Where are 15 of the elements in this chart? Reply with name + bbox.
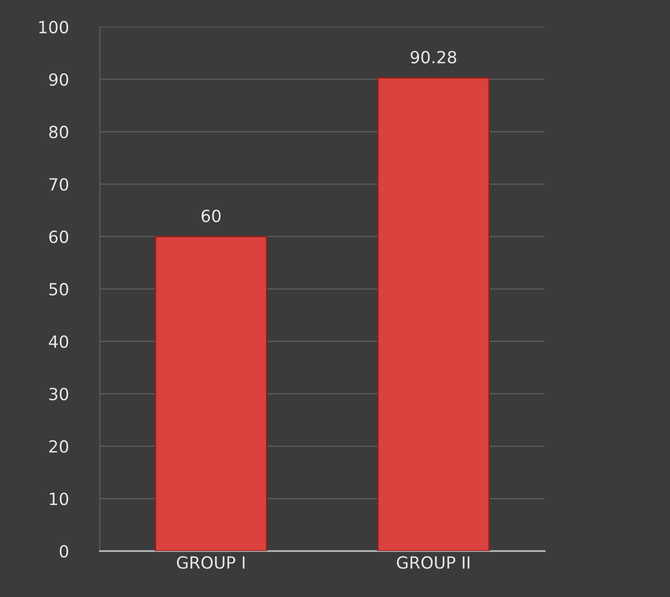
data-label: 60 <box>202 210 221 222</box>
y-tick-label: 20 <box>49 440 68 453</box>
y-tick-label: 40 <box>48 335 68 348</box>
y-tick-label: 60 <box>49 230 68 244</box>
y-tick-label: 50 <box>49 282 68 296</box>
y-tick-label: 30 <box>49 388 68 400</box>
y-tick-label: 80 <box>49 126 68 138</box>
x-tick-label: GROUP II <box>396 556 470 569</box>
y-tick-label: 90 <box>49 73 68 86</box>
data-label: 90.28 <box>410 50 456 64</box>
y-tick-label: 100 <box>39 20 68 34</box>
y-tick-label: 70 <box>49 178 68 191</box>
y-tick-label: 10 <box>50 492 68 506</box>
y-tick-label: 0 <box>60 544 68 558</box>
x-tick-label: GROUP I <box>176 556 244 569</box>
